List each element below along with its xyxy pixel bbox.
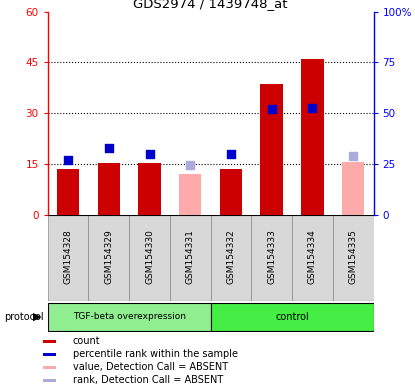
Point: [65, 157, 71, 163]
Bar: [88, 215, 129, 301]
Bar: [292, 215, 333, 301]
Bar: [43, 353, 56, 356]
Text: GSM154334: GSM154334: [308, 229, 317, 284]
Bar: [48, 303, 210, 331]
Point: [228, 151, 234, 157]
Text: percentile rank within the sample: percentile rank within the sample: [73, 349, 238, 359]
Text: count: count: [73, 336, 100, 346]
Bar: [138, 164, 161, 215]
Text: GSM154330: GSM154330: [145, 229, 154, 284]
Bar: [170, 215, 211, 301]
Bar: [179, 174, 201, 215]
Text: GSM154331: GSM154331: [186, 229, 195, 284]
Text: GSM154328: GSM154328: [63, 229, 73, 284]
Bar: [251, 215, 292, 301]
Point: [350, 153, 356, 159]
Bar: [333, 215, 374, 301]
Point: [269, 106, 275, 112]
Text: TGF-beta overexpression: TGF-beta overexpression: [73, 312, 186, 321]
Text: protocol: protocol: [4, 312, 44, 322]
Bar: [210, 215, 251, 301]
Bar: [129, 215, 170, 301]
Text: rank, Detection Call = ABSENT: rank, Detection Call = ABSENT: [73, 376, 223, 384]
Bar: [342, 162, 364, 215]
Text: control: control: [275, 312, 309, 322]
Text: GSM154335: GSM154335: [349, 229, 358, 284]
Point: [146, 151, 153, 157]
Bar: [43, 340, 56, 343]
Bar: [98, 164, 120, 215]
Bar: [261, 84, 283, 215]
Text: GSM154329: GSM154329: [104, 229, 113, 284]
Text: value, Detection Call = ABSENT: value, Detection Call = ABSENT: [73, 362, 228, 372]
Bar: [220, 169, 242, 215]
Point: [187, 162, 193, 168]
Bar: [57, 169, 79, 215]
Bar: [43, 379, 56, 382]
Text: ▶: ▶: [33, 312, 42, 322]
Bar: [48, 215, 88, 301]
Text: GSM154333: GSM154333: [267, 229, 276, 284]
Title: GDS2974 / 1439748_at: GDS2974 / 1439748_at: [133, 0, 288, 10]
Text: GSM154332: GSM154332: [227, 229, 235, 284]
Bar: [301, 59, 324, 215]
Point: [309, 105, 316, 111]
Bar: [210, 303, 374, 331]
Point: [105, 145, 112, 151]
Bar: [43, 366, 56, 369]
